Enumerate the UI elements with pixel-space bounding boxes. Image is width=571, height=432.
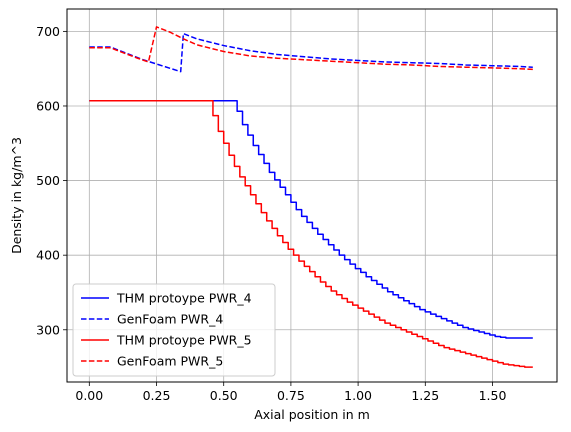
x-tick-label: 1.50 [479, 388, 507, 403]
x-axis-ticks: 0.00 0.25 0.50 0.75 1.00 1.25 1.50 [75, 382, 506, 403]
legend: THM protoype PWR_4 GenFoam PWR_4 THM proto… [72, 283, 276, 377]
y-axis-ticks: 300 400 500 600 700 [36, 24, 67, 337]
y-tick-label: 600 [36, 98, 60, 113]
x-tick-label: 1.00 [344, 388, 372, 403]
x-tick-label: 1.25 [411, 388, 439, 403]
series-line-2 [89, 32, 533, 73]
y-tick-label: 400 [36, 248, 60, 263]
y-tick-label: 500 [36, 173, 60, 188]
y-tick-label: 700 [36, 24, 60, 39]
legend-label: THM protoype PWR_5 [116, 333, 252, 348]
legend-label: GenFoam PWR_4 [117, 312, 223, 327]
legend-box [72, 283, 276, 377]
plot-area-frame [66, 8, 558, 383]
legend-label: GenFoam PWR_5 [117, 354, 223, 369]
x-axis-title: Axial position in m [254, 407, 370, 422]
series-line-1 [89, 100, 533, 339]
x-tick-label: 0.75 [277, 388, 305, 403]
legend-label: THM protoype PWR_4 [116, 291, 252, 306]
y-tick-label: 300 [36, 322, 60, 337]
x-tick-label: 0.25 [143, 388, 171, 403]
x-tick-label: 0.00 [75, 388, 103, 403]
series-line-3 [89, 100, 533, 368]
series-lines [89, 26, 533, 368]
series-line-4 [89, 26, 533, 71]
grid [67, 9, 557, 382]
x-tick-label: 0.50 [210, 388, 238, 403]
y-axis-title: Density in kg/m^3 [9, 137, 24, 254]
